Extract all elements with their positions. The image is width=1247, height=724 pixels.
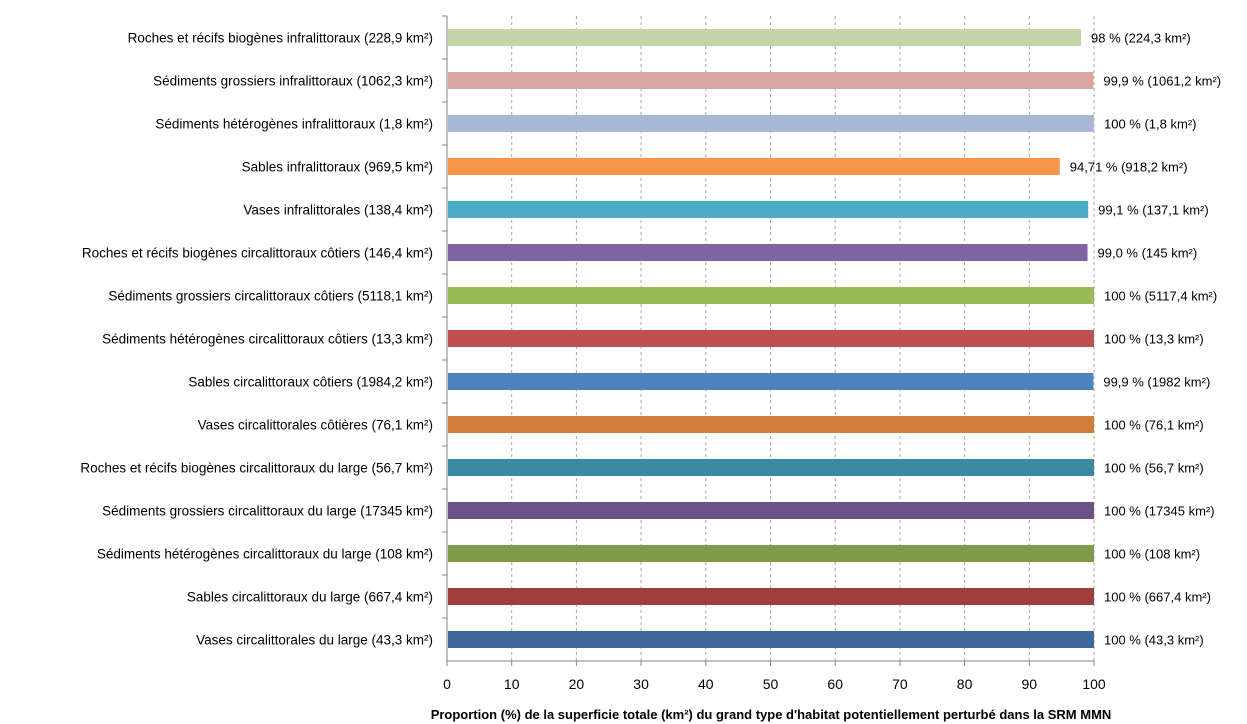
bar — [448, 287, 1094, 304]
category-labels: Roches et récifs biogènes infralittoraux… — [80, 31, 1221, 648]
category-label: Sédiments grossiers infralittoraux (1062… — [153, 74, 433, 89]
bar — [448, 459, 1094, 476]
data-label: 100 % (1,8 km²) — [1104, 117, 1196, 132]
category-label: Vases infralittorales (138,4 km²) — [243, 203, 433, 218]
bar — [448, 72, 1094, 89]
category-label: Sables circalittoraux côtiers (1984,2 km… — [188, 375, 433, 390]
data-label: 100 % (5117,4 km²) — [1104, 289, 1217, 304]
bar — [448, 244, 1088, 261]
data-label: 99,0 % (145 km²) — [1098, 246, 1198, 261]
category-label: Sables infralittoraux (969,5 km²) — [242, 160, 433, 175]
category-label: Sédiments grossiers circalittoraux côtie… — [108, 289, 433, 304]
x-axis: 0 10 20 30 40 50 60 70 80 90 100 — [442, 15, 1106, 692]
bar — [448, 330, 1094, 347]
data-label: 100 % (13,3 km²) — [1104, 332, 1204, 347]
bar — [448, 373, 1094, 390]
category-label: Vases circalittorales côtières (76,1 km²… — [198, 418, 433, 433]
x-tick-label: 50 — [763, 676, 779, 692]
x-tick-label: 70 — [892, 676, 908, 692]
data-label: 99,1 % (137,1 km²) — [1098, 203, 1209, 218]
category-label: Sables circalittoraux du large (667,4 km… — [187, 590, 433, 605]
bar — [448, 502, 1094, 519]
x-tick-label: 0 — [443, 676, 451, 692]
data-label: 100 % (43,3 km²) — [1104, 633, 1204, 648]
data-label: 100 % (76,1 km²) — [1104, 418, 1204, 433]
category-label: Sédiments hétérogènes infralittoraux (1,… — [155, 117, 433, 132]
category-label: Roches et récifs biogènes circalittoraux… — [80, 461, 433, 476]
category-label: Roches et récifs biogènes infralittoraux… — [128, 31, 433, 46]
x-tick-label: 30 — [633, 676, 649, 692]
x-tick-label: 20 — [569, 676, 585, 692]
data-label: 99,9 % (1982 km²) — [1103, 375, 1210, 390]
data-label: 94,71 % (918,2 km²) — [1070, 160, 1188, 175]
data-label: 100 % (17345 km²) — [1104, 504, 1215, 519]
x-tick-label: 60 — [827, 676, 843, 692]
category-label: Roches et récifs biogènes circalittoraux… — [82, 246, 433, 261]
x-tick-label: 90 — [1022, 676, 1038, 692]
x-tick-label: 80 — [957, 676, 973, 692]
bar — [448, 115, 1094, 132]
bar — [448, 588, 1094, 605]
category-label: Sédiments hétérogènes circalittoraux du … — [97, 547, 433, 562]
bar — [448, 545, 1094, 562]
bars-group — [448, 29, 1094, 648]
category-label: Sédiments grossiers circalittoraux du la… — [102, 504, 433, 519]
category-label: Sédiments hétérogènes circalittoraux côt… — [102, 332, 433, 347]
x-axis-label: Proportion (%) de la superficie totale (… — [431, 707, 1112, 722]
bar — [448, 416, 1094, 433]
category-label: Vases circalittorales du large (43,3 km²… — [196, 633, 433, 648]
data-label: 98 % (224,3 km²) — [1091, 31, 1191, 46]
data-label: 100 % (108 km²) — [1104, 547, 1200, 562]
bar — [448, 201, 1089, 218]
x-tick-label: 40 — [698, 676, 714, 692]
data-label: 99,9 % (1061,2 km²) — [1103, 74, 1221, 89]
bar — [448, 631, 1094, 648]
data-label: 100 % (56,7 km²) — [1104, 461, 1204, 476]
data-label: 100 % (667,4 km²) — [1104, 590, 1211, 605]
bar — [448, 29, 1082, 46]
bar — [448, 158, 1060, 175]
x-tick-label: 100 — [1082, 676, 1106, 692]
x-tick-label: 10 — [504, 676, 520, 692]
